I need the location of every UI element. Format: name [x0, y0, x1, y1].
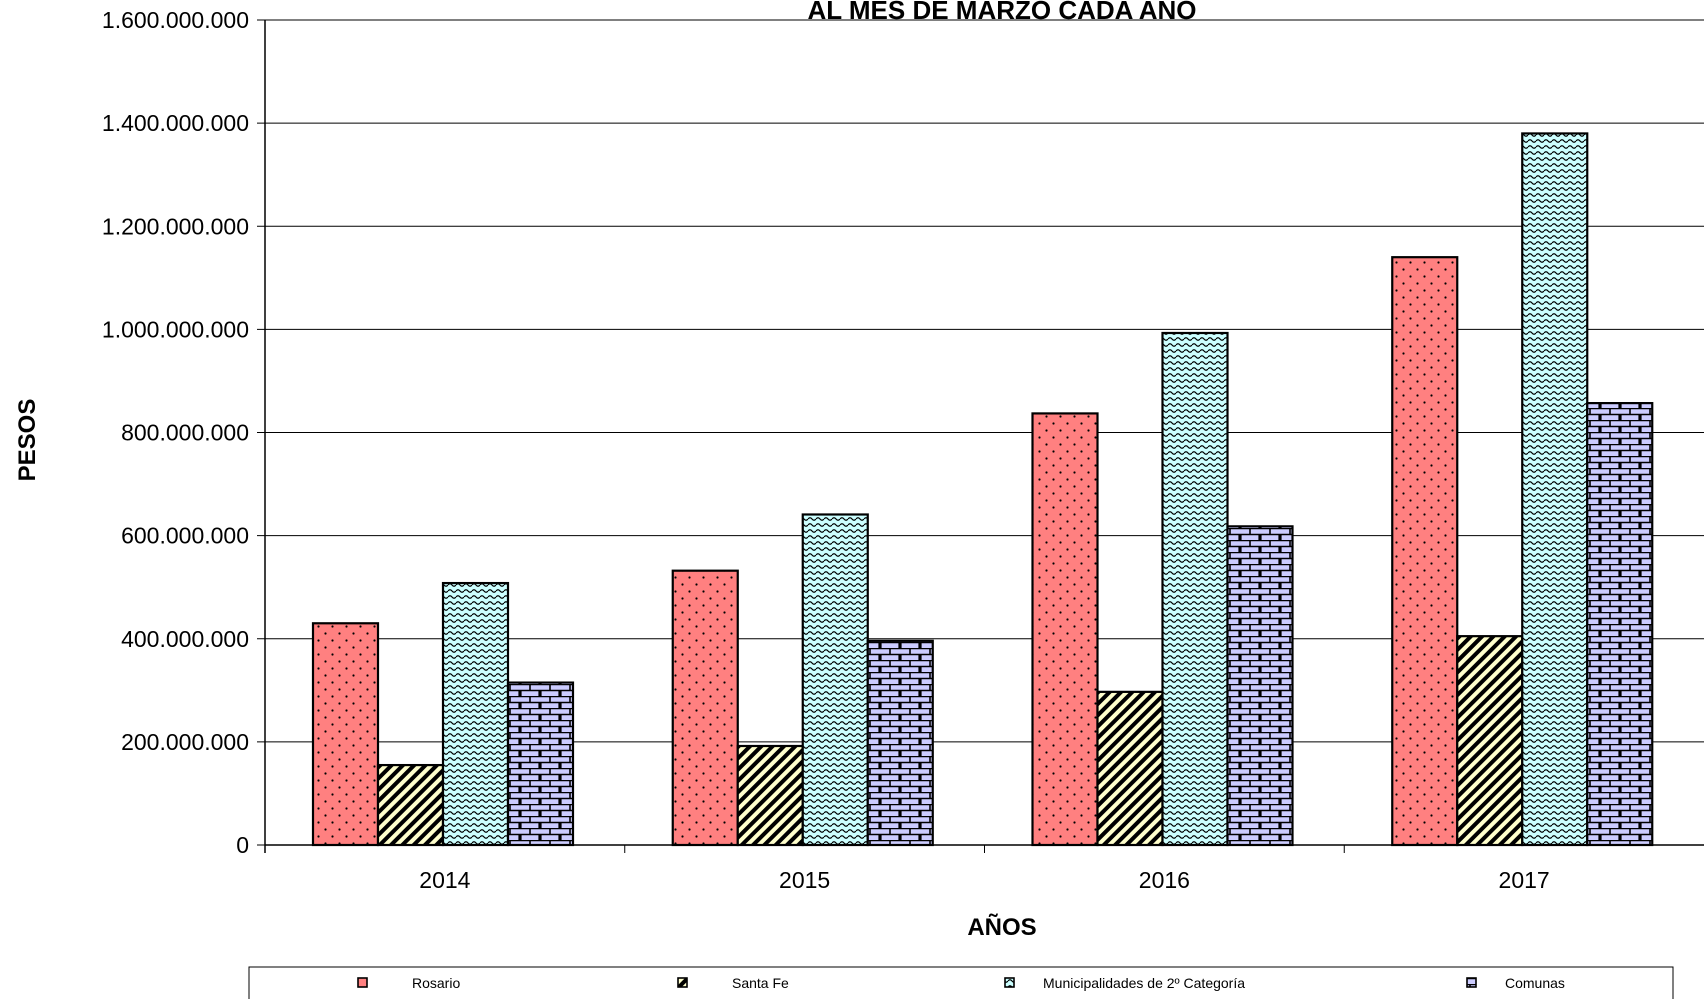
- x-tick-label: 2015: [779, 867, 830, 893]
- y-tick-label: 200.000.000: [121, 729, 249, 755]
- legend-label: Santa Fe: [732, 975, 789, 991]
- legend-swatch: [1466, 977, 1477, 988]
- bar-municipalidades-de-2-categor-a-2016: [1161, 331, 1229, 847]
- y-tick-label: 800.000.000: [121, 420, 249, 446]
- bar-rosario-2016: [1031, 412, 1099, 847]
- bar-santa-fe-2017: [1456, 635, 1524, 847]
- bar-rosario-2014: [311, 622, 380, 847]
- y-axis-title: PESOS: [14, 399, 41, 482]
- y-tick-label: 1.400.000.000: [102, 110, 249, 136]
- bar-santa-fe-2016: [1096, 690, 1164, 847]
- bar-comunas-2015: [866, 639, 934, 847]
- legend-box: [248, 966, 1674, 999]
- y-tick-label: 600.000.000: [121, 523, 249, 549]
- bar-santa-fe-2015: [736, 744, 804, 847]
- chart-title: AL MES DE MARZO CADA AÑO: [807, 0, 1196, 25]
- legend-label: Rosario: [412, 975, 460, 991]
- legend-swatch: [677, 977, 688, 988]
- x-tick-label: 2016: [1139, 867, 1190, 893]
- legend-label: Comunas: [1505, 975, 1565, 991]
- y-tick-label: 1.600.000.000: [102, 7, 249, 33]
- y-tick-label: 1.200.000.000: [102, 213, 249, 239]
- y-tick-label: 1.000.000.000: [102, 316, 249, 342]
- x-axis-ticks: 2014 2015 2016 2017: [419, 845, 1550, 893]
- bars: [311, 132, 1654, 847]
- bar-comunas-2017: [1586, 402, 1654, 847]
- y-tick-label: 0: [236, 832, 249, 858]
- bar-rosario-2015: [671, 569, 739, 847]
- legend-label: Municipalidades de 2º Categoría: [1043, 975, 1245, 991]
- legend: Rosario Santa Fe Municipalidades de 2º Cat…: [248, 966, 1674, 999]
- bar-rosario-2017: [1391, 256, 1459, 847]
- x-tick-label: 2014: [419, 867, 470, 893]
- legend-swatch: [1004, 977, 1015, 988]
- bar-santa-fe-2014: [376, 763, 445, 847]
- legend-swatch: [357, 977, 368, 988]
- bar-municipalidades-de-2-categor-a-2017: [1521, 132, 1589, 847]
- x-tick-label: 2017: [1499, 867, 1550, 893]
- y-axis-ticks: 0 200.000.000 400.000.000 600.000.000 800.00…: [102, 7, 265, 858]
- bar-comunas-2016: [1226, 525, 1294, 847]
- bar-municipalidades-de-2-categor-a-2014: [441, 581, 510, 847]
- x-axis-title: AÑOS: [967, 913, 1036, 941]
- y-tick-label: 400.000.000: [121, 626, 249, 652]
- bar-comunas-2014: [506, 681, 575, 847]
- bar-municipalidades-de-2-categor-a-2015: [801, 513, 869, 847]
